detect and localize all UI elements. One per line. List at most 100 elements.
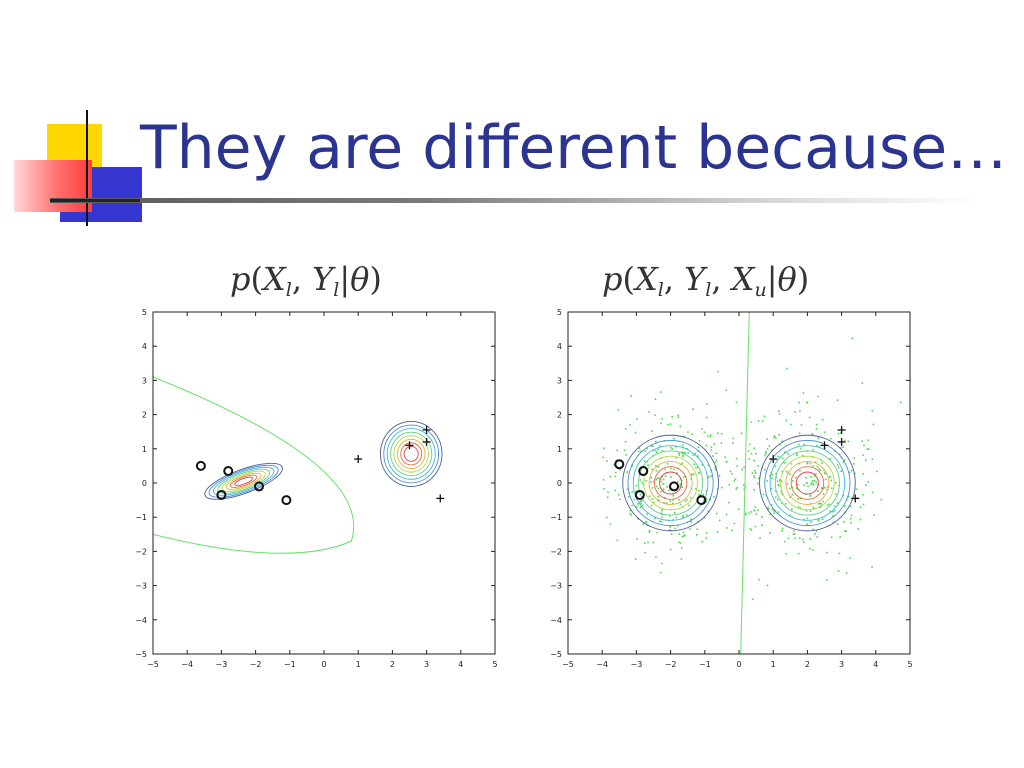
unlabeled-point [692,408,694,410]
unlabeled-point [602,479,605,481]
unlabeled-point [812,448,814,451]
unlabeled-point [635,484,637,487]
unlabeled-point [815,427,818,430]
unlabeled-point [743,466,745,469]
unlabeled-point [677,498,680,501]
unlabeled-point [822,500,824,503]
unlabeled-point [853,463,855,465]
unlabeled-point [781,527,784,530]
x-tick-label: 4 [873,660,878,669]
unlabeled-point [735,488,738,491]
unlabeled-point [862,454,864,457]
unlabeled-point [873,514,875,516]
unlabeled-point [867,439,870,442]
unlabeled-point [809,476,812,478]
class-o-contour [217,468,271,494]
unlabeled-point [773,509,775,512]
y-tick-label: 5 [557,308,562,317]
class-o-contour [221,470,266,492]
unlabeled-point [754,472,757,474]
unlabeled-point [813,479,816,482]
unlabeled-point [853,457,856,460]
unlabeled-point [865,484,867,486]
unlabeled-point [695,488,697,490]
x-tick-label: 1 [771,660,776,669]
plot1-joint-labeled: −5 −4 −3 −2 −1 0 1 2 3 4 5 5 4 3 2 1 0 −1 −2 −3 −4 −5 [135,308,497,669]
unlabeled-point [717,432,719,435]
unlabeled-point [657,495,659,498]
unlabeled-point [773,436,775,439]
unlabeled-point [823,469,825,472]
unlabeled-point [651,487,654,489]
unlabeled-point [670,533,673,535]
y-tick-label: 0 [142,479,147,488]
unlabeled-point [826,551,828,554]
unlabeled-point [825,478,827,481]
x-tick-label: −1 [699,660,711,669]
slide-title: They are different because… [140,113,1008,183]
y-tick-label: −4 [135,616,147,625]
labeled-point-plus [851,494,860,503]
unlabeled-point [766,480,769,482]
unlabeled-point [755,513,758,515]
unlabeled-point [842,446,844,449]
unlabeled-point [730,472,733,475]
unlabeled-point [871,458,874,461]
class-plus-contour [396,438,426,470]
unlabeled-point [696,466,699,468]
unlabeled-point [641,481,643,484]
unlabeled-point [758,578,760,581]
unlabeled-point [830,536,833,539]
x-tick-label: −3 [216,660,228,669]
unlabeled-point [783,540,786,543]
unlabeled-point [643,542,646,544]
unlabeled-point [644,551,646,554]
unlabeled-point [849,557,851,560]
unlabeled-point [832,515,834,517]
unlabeled-point [798,401,800,404]
unlabeled-point [838,453,841,456]
unlabeled-point [762,493,765,496]
unlabeled-point [822,487,825,490]
unlabeled-point [629,509,632,512]
unlabeled-point [835,481,837,484]
unlabeled-point [659,571,662,574]
unlabeled-point [834,450,836,452]
unlabeled-point [712,455,714,457]
unlabeled-point [793,530,795,532]
unlabeled-point [696,528,699,531]
unlabeled-point [828,476,831,479]
unlabeled-point [672,468,675,471]
unlabeled-point [636,418,638,420]
unlabeled-point [651,498,654,500]
unlabeled-point [836,399,839,402]
y-tick-label: −5 [550,650,562,659]
unlabeled-point [799,410,801,412]
unlabeled-point [666,462,669,465]
unlabeled-point [757,420,760,422]
unlabeled-point [609,475,612,478]
unlabeled-point [849,517,852,520]
x-tick-label: −1 [284,660,296,669]
unlabeled-point [654,464,657,467]
unlabeled-point [798,462,800,465]
unlabeled-point [779,443,781,446]
unlabeled-point [865,459,867,461]
unlabeled-point [806,523,808,526]
unlabeled-point [677,414,680,417]
unlabeled-point [825,472,827,475]
unlabeled-point [847,495,850,498]
unlabeled-point [753,474,755,477]
y-tick-label: 0 [557,479,562,488]
unlabeled-point [661,508,663,511]
unlabeled-point [817,519,820,522]
unlabeled-point [677,524,679,527]
unlabeled-point [816,444,818,447]
unlabeled-point [675,445,677,448]
unlabeled-point [645,479,647,482]
unlabeled-point [616,449,619,452]
unlabeled-point [845,530,847,532]
class-o-contour [225,472,262,490]
unlabeled-point [705,444,708,447]
unlabeled-point [780,480,783,482]
